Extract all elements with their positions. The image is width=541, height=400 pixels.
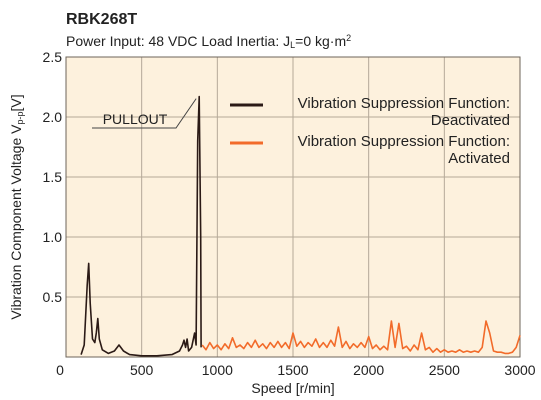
x-axis-label: Speed [r/min]	[251, 380, 334, 396]
x-tick-label: 2000	[353, 362, 384, 378]
annotation: PULLOUT	[103, 111, 168, 127]
series-line	[201, 320, 521, 355]
x-tick-label: 0	[56, 362, 64, 378]
plot-frame	[65, 56, 521, 358]
legend-label: Vibration Suppression Function: Deactiva…	[297, 95, 510, 129]
annotation-leader	[92, 98, 197, 129]
y-tick-label: 2.5	[43, 49, 63, 65]
series-line	[80, 95, 202, 357]
ylabel-text: Vibration Component Voltage V	[8, 124, 24, 320]
ylabel-text: [V]	[8, 94, 24, 111]
chart-subtitle: Power Input: 48 VDC Load Inertia: JL=0 k…	[66, 33, 351, 50]
x-tick-label: 1500	[277, 362, 308, 378]
chart-title: RBK268T	[66, 11, 137, 28]
y-tick-label: 0.5	[43, 289, 63, 305]
ylabel-sub: p-p	[15, 112, 25, 125]
subtitle-text: =0 kg·m	[295, 33, 346, 49]
x-tick-label: 2500	[429, 362, 460, 378]
y-tick-label: 2.0	[43, 109, 63, 125]
subtitle-text: Power Input: 48 VDC Load Inertia: J	[66, 33, 290, 49]
y-tick-label: 1.5	[43, 169, 63, 185]
legend-label: Vibration Suppression Function: Activate…	[297, 133, 510, 167]
y-tick-label: 1.0	[43, 229, 63, 245]
x-tick-label: 500	[130, 362, 154, 378]
subtitle-sup: 2	[346, 33, 351, 43]
subtitle-sub: L	[290, 40, 295, 50]
y-axis-label: Vibration Component Voltage Vp-p[V]	[8, 94, 25, 319]
x-tick-label: 1000	[202, 362, 233, 378]
x-tick-label: 3000	[504, 362, 535, 378]
